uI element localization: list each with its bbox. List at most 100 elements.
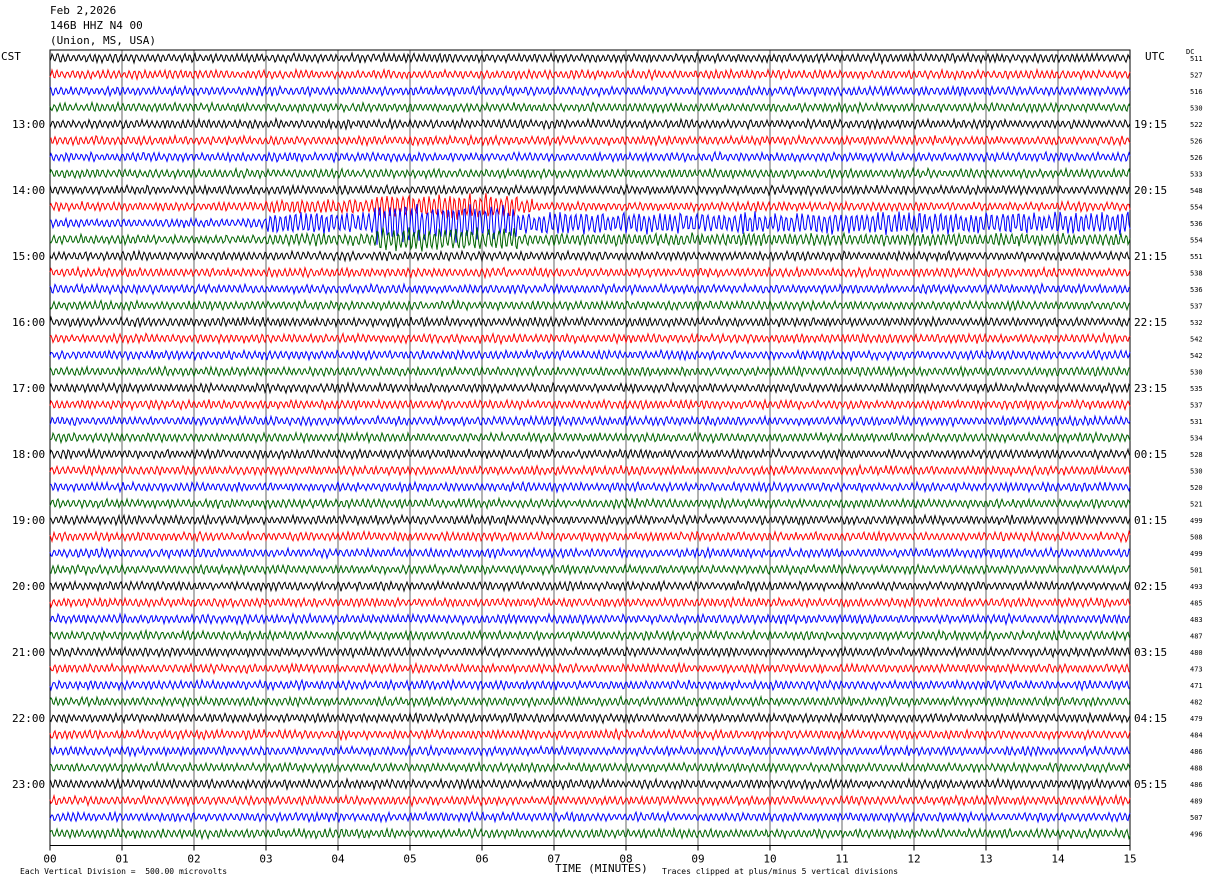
- dc-offset-label: 536: [1190, 286, 1203, 294]
- trace-row: [49, 463, 1131, 478]
- x-tick-label: 12: [907, 853, 920, 866]
- dc-offset-label: 531: [1190, 418, 1203, 426]
- dc-offset-label: 501: [1190, 567, 1203, 575]
- trace-row: [49, 743, 1131, 758]
- dc-offset-label: 483: [1190, 616, 1203, 624]
- dc-offset-label: 537: [1190, 402, 1203, 410]
- trace-row: [49, 51, 1131, 66]
- dc-offset-label: 532: [1190, 319, 1203, 327]
- x-tick-label: 01: [115, 853, 128, 866]
- trace-row: [49, 595, 1131, 609]
- dc-offset-label: 536: [1190, 220, 1203, 228]
- dc-offset-label: 534: [1190, 435, 1203, 443]
- dc-offset-label: 480: [1190, 649, 1203, 657]
- header-location: (Union, MS, USA): [50, 34, 156, 47]
- clip-note: Traces clipped at plus/minus 5 vertical …: [662, 867, 899, 876]
- trace-row: [49, 562, 1131, 577]
- trace-row: [49, 414, 1131, 428]
- dc-offset-label: 499: [1190, 517, 1203, 525]
- cst-hour-labels: 13:00 14:00 15:00 16:00 17:00 18:00 19:00 20:00…: [12, 118, 45, 791]
- utc-hour-label: 00:15: [1134, 448, 1167, 461]
- trace-row: [49, 711, 1131, 725]
- x-tick-label: 00: [43, 853, 56, 866]
- dc-offset-label: 511: [1190, 55, 1203, 63]
- dc-offset-label: 530: [1190, 468, 1203, 476]
- dc-header-label: DC: [1186, 48, 1195, 56]
- x-tick-label: 14: [1051, 853, 1065, 866]
- trace-row: [49, 282, 1131, 296]
- x-axis-label: TIME (MINUTES): [555, 862, 648, 875]
- trace-row: [49, 150, 1131, 164]
- dc-offset-label: 528: [1190, 451, 1203, 459]
- trace-row: [49, 183, 1131, 198]
- dc-offset-label: 554: [1190, 237, 1203, 245]
- dc-offset-label: 508: [1190, 534, 1203, 542]
- x-tick-label: 15: [1123, 853, 1136, 866]
- minute-grid: [49, 49, 1131, 846]
- trace-row: [49, 84, 1131, 99]
- cst-hour-label: 21:00: [12, 646, 45, 659]
- trace-row: [49, 447, 1131, 461]
- cst-hour-label: 15:00: [12, 250, 45, 263]
- header-date: Feb 2,2026: [50, 4, 117, 17]
- trace-row: [49, 496, 1131, 511]
- trace-row: [49, 67, 1131, 82]
- x-tick-label: 09: [691, 853, 704, 866]
- trace-row: [49, 116, 1131, 131]
- x-tick-label: 04: [331, 853, 345, 866]
- trace-row: [49, 348, 1131, 363]
- trace-row: [49, 661, 1131, 676]
- dc-offset-label: 489: [1190, 798, 1203, 806]
- trace-row: [49, 677, 1131, 692]
- dc-offset-label: 526: [1190, 138, 1203, 146]
- trace-row: [49, 364, 1131, 379]
- utc-hour-label: 21:15: [1134, 250, 1167, 263]
- dc-offset-label: 527: [1190, 72, 1203, 80]
- trace-row: [49, 203, 1131, 245]
- dc-offset-label: 486: [1190, 748, 1203, 756]
- trace-row: [49, 480, 1131, 494]
- x-tick-label: 13: [979, 853, 992, 866]
- dc-offset-label: 551: [1190, 253, 1203, 261]
- dc-offset-label: 533: [1190, 171, 1203, 179]
- utc-hour-labels: 19:15 20:15 21:15 22:15 23:15 00:15 01:15 02:15…: [1134, 118, 1167, 791]
- x-tick-label: 10: [763, 853, 776, 866]
- dc-offset-label: 535: [1190, 385, 1203, 393]
- x-tick-label: 07: [547, 853, 560, 866]
- trace-row: [49, 381, 1131, 395]
- utc-hour-label: 05:15: [1134, 778, 1167, 791]
- trace-row: [49, 793, 1131, 808]
- dc-offset-label: 484: [1190, 732, 1203, 740]
- trace-row: [49, 430, 1131, 445]
- dc-offset-label: 479: [1190, 715, 1203, 723]
- trace-row: [49, 512, 1131, 527]
- dc-offset-label: 530: [1190, 105, 1203, 113]
- trace-row: [49, 100, 1131, 115]
- dc-offset-label: 538: [1190, 270, 1203, 278]
- trace-row: [49, 612, 1131, 627]
- cst-hour-label: 22:00: [12, 712, 45, 725]
- dc-offset-label: 486: [1190, 781, 1203, 789]
- cst-hour-label: 17:00: [12, 382, 45, 395]
- utc-hour-label: 02:15: [1134, 580, 1167, 593]
- dc-offset-label: 537: [1190, 303, 1203, 311]
- cst-hour-label: 13:00: [12, 118, 45, 131]
- trace-row: [49, 546, 1131, 560]
- trace-row: [49, 314, 1131, 329]
- dc-offset-labels: 511 527 516 530 522 526 526 533 548 554 536 554 551 5…: [1190, 55, 1203, 839]
- trace-row: [49, 777, 1131, 792]
- dc-offset-label: 496: [1190, 831, 1203, 839]
- x-tick-label: 05: [403, 853, 416, 866]
- dc-offset-label: 542: [1190, 352, 1203, 360]
- dc-offset-label: 473: [1190, 666, 1203, 674]
- plot-frame: [49, 49, 1131, 846]
- dc-offset-label: 548: [1190, 187, 1203, 195]
- dc-offset-label: 554: [1190, 204, 1203, 212]
- trace-row: [49, 227, 1131, 252]
- trace-row: [49, 249, 1131, 263]
- trace-row: [49, 166, 1131, 181]
- dc-offset-label: 520: [1190, 484, 1203, 492]
- trace-row: [49, 579, 1131, 593]
- utc-hour-label: 04:15: [1134, 712, 1167, 725]
